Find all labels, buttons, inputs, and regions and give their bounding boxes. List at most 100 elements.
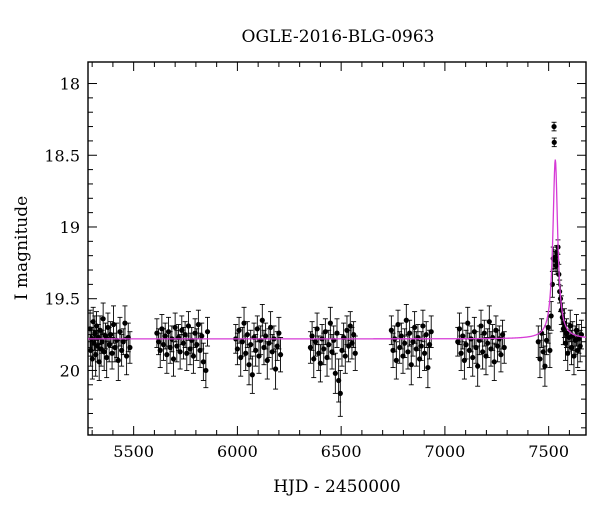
- data-point: [537, 356, 543, 362]
- data-point: [339, 347, 345, 353]
- data-point: [326, 342, 332, 348]
- data-point: [551, 139, 557, 145]
- data-point: [203, 367, 209, 374]
- data-point: [410, 339, 416, 345]
- data-point: [239, 339, 245, 345]
- data-point: [455, 339, 461, 345]
- y-tick-label: 19.5: [44, 290, 80, 309]
- data-point: [105, 324, 111, 331]
- data-point: [266, 340, 272, 346]
- data-point: [170, 356, 177, 362]
- data-point: [483, 353, 489, 359]
- data-point: [493, 327, 499, 333]
- data-point: [336, 377, 342, 384]
- data-point: [253, 347, 259, 353]
- data-point: [167, 344, 173, 351]
- data-point: [115, 357, 121, 363]
- data-point: [234, 346, 240, 352]
- data-point: [197, 347, 203, 353]
- y-tick-label: 18: [60, 75, 80, 94]
- data-point: [248, 342, 254, 348]
- data-point: [263, 333, 269, 339]
- data-point: [560, 326, 566, 332]
- data-point: [466, 347, 472, 353]
- data-point: [182, 331, 188, 338]
- data-point: [104, 354, 110, 361]
- data-point: [314, 326, 320, 332]
- data-point: [405, 349, 411, 355]
- data-point: [102, 333, 109, 339]
- data-point: [543, 337, 550, 343]
- model-curve: [88, 159, 587, 340]
- data-point: [573, 327, 580, 333]
- data-point: [246, 362, 252, 368]
- data-point: [473, 344, 479, 351]
- data-point: [90, 319, 96, 325]
- x-tick-label: 6500: [321, 442, 362, 461]
- x-tick-label: 7000: [425, 442, 466, 461]
- data-point: [274, 343, 280, 349]
- data-point: [97, 327, 103, 333]
- data-point: [347, 323, 353, 329]
- data-point: [352, 350, 358, 356]
- data-point: [94, 343, 100, 349]
- data-point: [190, 353, 197, 359]
- y-tick-label: 18.5: [44, 146, 80, 165]
- data-point: [470, 354, 476, 361]
- data-point: [93, 323, 100, 329]
- data-point: [312, 339, 319, 345]
- data-point: [92, 330, 98, 336]
- data-point: [421, 350, 428, 356]
- data-point: [540, 349, 546, 355]
- data-point: [397, 344, 403, 351]
- data-point: [200, 359, 206, 365]
- data-point: [109, 350, 115, 356]
- data-point: [562, 340, 569, 346]
- data-point: [418, 343, 424, 349]
- data-point: [192, 330, 198, 336]
- data-point: [408, 362, 414, 368]
- plot-frame: [87, 61, 587, 436]
- y-axis-label: I magnitude: [12, 196, 32, 300]
- data-point: [351, 331, 357, 338]
- data-point: [164, 352, 170, 358]
- data-point: [495, 343, 501, 349]
- data-point: [311, 356, 317, 362]
- data-point: [416, 356, 423, 362]
- data-point: [329, 349, 335, 355]
- data-point: [400, 353, 406, 359]
- data-point: [478, 323, 484, 329]
- data-point: [123, 353, 130, 359]
- data-point: [332, 370, 338, 376]
- data-point: [398, 333, 404, 339]
- data-point: [174, 343, 180, 349]
- data-point: [576, 336, 582, 342]
- data-point: [154, 330, 160, 336]
- data-point: [423, 331, 429, 338]
- data-point: [172, 324, 178, 331]
- data-point: [324, 354, 330, 361]
- x-tick-label: 7500: [528, 442, 569, 461]
- data-point: [259, 317, 265, 323]
- data-point: [119, 347, 125, 353]
- data-point: [108, 331, 114, 338]
- data-point: [106, 342, 112, 348]
- data-point: [498, 352, 504, 358]
- data-point: [254, 326, 260, 332]
- data-point: [395, 321, 401, 328]
- data-point: [243, 350, 249, 356]
- data-point: [393, 357, 399, 363]
- data-point: [327, 320, 333, 326]
- data-point: [488, 346, 494, 352]
- data-point: [428, 329, 434, 335]
- data-point: [159, 326, 165, 332]
- data-point: [244, 331, 250, 338]
- data-point: [120, 339, 126, 345]
- data-point: [160, 342, 167, 348]
- data-point: [317, 360, 323, 366]
- data-point: [547, 347, 553, 353]
- data-point: [165, 329, 172, 335]
- data-point: [309, 333, 315, 339]
- data-point: [565, 350, 571, 356]
